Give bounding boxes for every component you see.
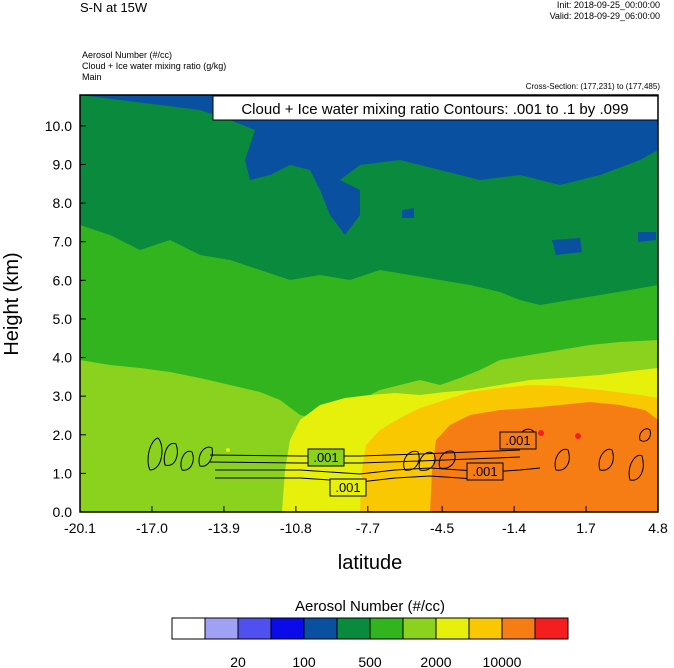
contour-label-box-2 xyxy=(329,478,367,497)
y-tick-label: 7.0 xyxy=(53,234,73,250)
colorbar-label: 2000 xyxy=(420,654,451,668)
field-region-darkorange xyxy=(430,402,658,512)
plot-title: S-N at 15W xyxy=(80,0,148,15)
colorbar-swatch xyxy=(501,617,536,640)
x-tick-label: -4.5 xyxy=(430,520,454,536)
y-tick-label: 10.0 xyxy=(45,118,72,134)
contour-info-text: Cloud + Ice water mixing ratio Contours:… xyxy=(241,101,628,118)
contour-label-box-1 xyxy=(307,448,345,467)
x-tick-label: -7.7 xyxy=(356,520,380,536)
colorbar-swatch xyxy=(435,617,470,640)
x-tick-label: -13.9 xyxy=(208,520,240,536)
field-region-lightgreen-2 xyxy=(620,305,658,330)
field-region-blue-5 xyxy=(402,208,414,218)
contour-label-box-4 xyxy=(499,431,537,450)
colorbar-swatch xyxy=(204,617,239,640)
y-tick-label: 8.0 xyxy=(53,195,73,211)
field-label-aerosol: Aerosol Number (#/cc) xyxy=(82,50,173,60)
x-tick-label: -20.1 xyxy=(64,520,96,536)
contour-label-2: .001 xyxy=(335,480,360,495)
field-label-main: Main xyxy=(82,72,102,82)
plot-frame xyxy=(79,94,659,513)
y-axis-label: Height (km) xyxy=(1,252,23,355)
colorbar-swatch xyxy=(336,617,371,640)
y-tick-label: 2.0 xyxy=(53,427,73,443)
contour-label-1: .001 xyxy=(313,450,338,465)
init-time: Init: 2018-09-25_00:00:00 xyxy=(556,0,660,10)
y-tick-label: 4.0 xyxy=(53,350,73,366)
colorbar-label: 100 xyxy=(292,654,316,668)
colorbar-label: 20 xyxy=(230,654,246,668)
colorbar-swatch xyxy=(237,617,272,640)
colorbar-swatch xyxy=(402,617,437,640)
x-axis: -20.1 -17.0 -13.9 -10.8 -7.7 -4.5 -1.4 1.7 4.8 xyxy=(64,506,668,536)
contour-label-3: .001 xyxy=(472,464,497,479)
y-tick-label: 6.0 xyxy=(53,272,73,288)
y-tick-label: 5.0 xyxy=(53,311,73,327)
colorbar xyxy=(171,617,569,640)
x-tick-label: 4.8 xyxy=(648,520,668,536)
colorbar-swatch xyxy=(270,617,305,640)
colorbar-swatch xyxy=(534,617,569,640)
field-red-spot-2 xyxy=(575,433,581,439)
colorbar-swatch xyxy=(468,617,503,640)
x-tick-label: -10.8 xyxy=(280,520,312,536)
contour-label-4: .001 xyxy=(505,433,530,448)
valid-time: Valid: 2018-09-29_06:00:00 xyxy=(549,11,660,21)
field-label-cloud: Cloud + Ice water mixing ratio (g/kg) xyxy=(82,61,227,71)
x-tick-label: -17.0 xyxy=(136,520,168,536)
heatmap-field xyxy=(80,95,658,512)
colorbar-swatch xyxy=(303,617,338,640)
y-tick-label: 0.0 xyxy=(53,504,73,520)
field-region-blue xyxy=(80,95,658,235)
colorbar-labels: 20 100 500 2000 10000 xyxy=(230,654,521,668)
y-axis: 0.0 1.0 2.0 3.0 4.0 5.0 6.0 7.0 8.0 9.0 10.0 xyxy=(45,118,86,520)
colorbar-swatch xyxy=(171,617,206,640)
y-tick-label: 1.0 xyxy=(53,465,73,481)
x-tick-label: -1.4 xyxy=(502,520,526,536)
field-red-spot-1 xyxy=(538,430,544,436)
colorbar-label: 500 xyxy=(358,654,382,668)
field-region-blue-4 xyxy=(638,232,656,242)
colorbar-title: Aerosol Number (#/cc) xyxy=(295,598,445,615)
colorbar-swatch xyxy=(369,617,404,640)
contour-label-group: .001 .001 .001 .001 xyxy=(307,431,537,497)
contour-lines xyxy=(147,428,651,483)
colorbar-label: 10000 xyxy=(483,654,522,668)
y-tick-label: 9.0 xyxy=(53,157,73,173)
x-tick-label: 1.7 xyxy=(576,520,596,536)
field-red-spot-3 xyxy=(226,448,230,452)
field-region-blue-3 xyxy=(552,238,582,255)
x-axis-label: latitude xyxy=(338,552,403,574)
y-tick-label: 3.0 xyxy=(53,388,73,404)
contour-label-box-3 xyxy=(466,462,504,481)
cross-section-label: Cross-Section: (177,231) to (177,485) xyxy=(525,82,660,91)
